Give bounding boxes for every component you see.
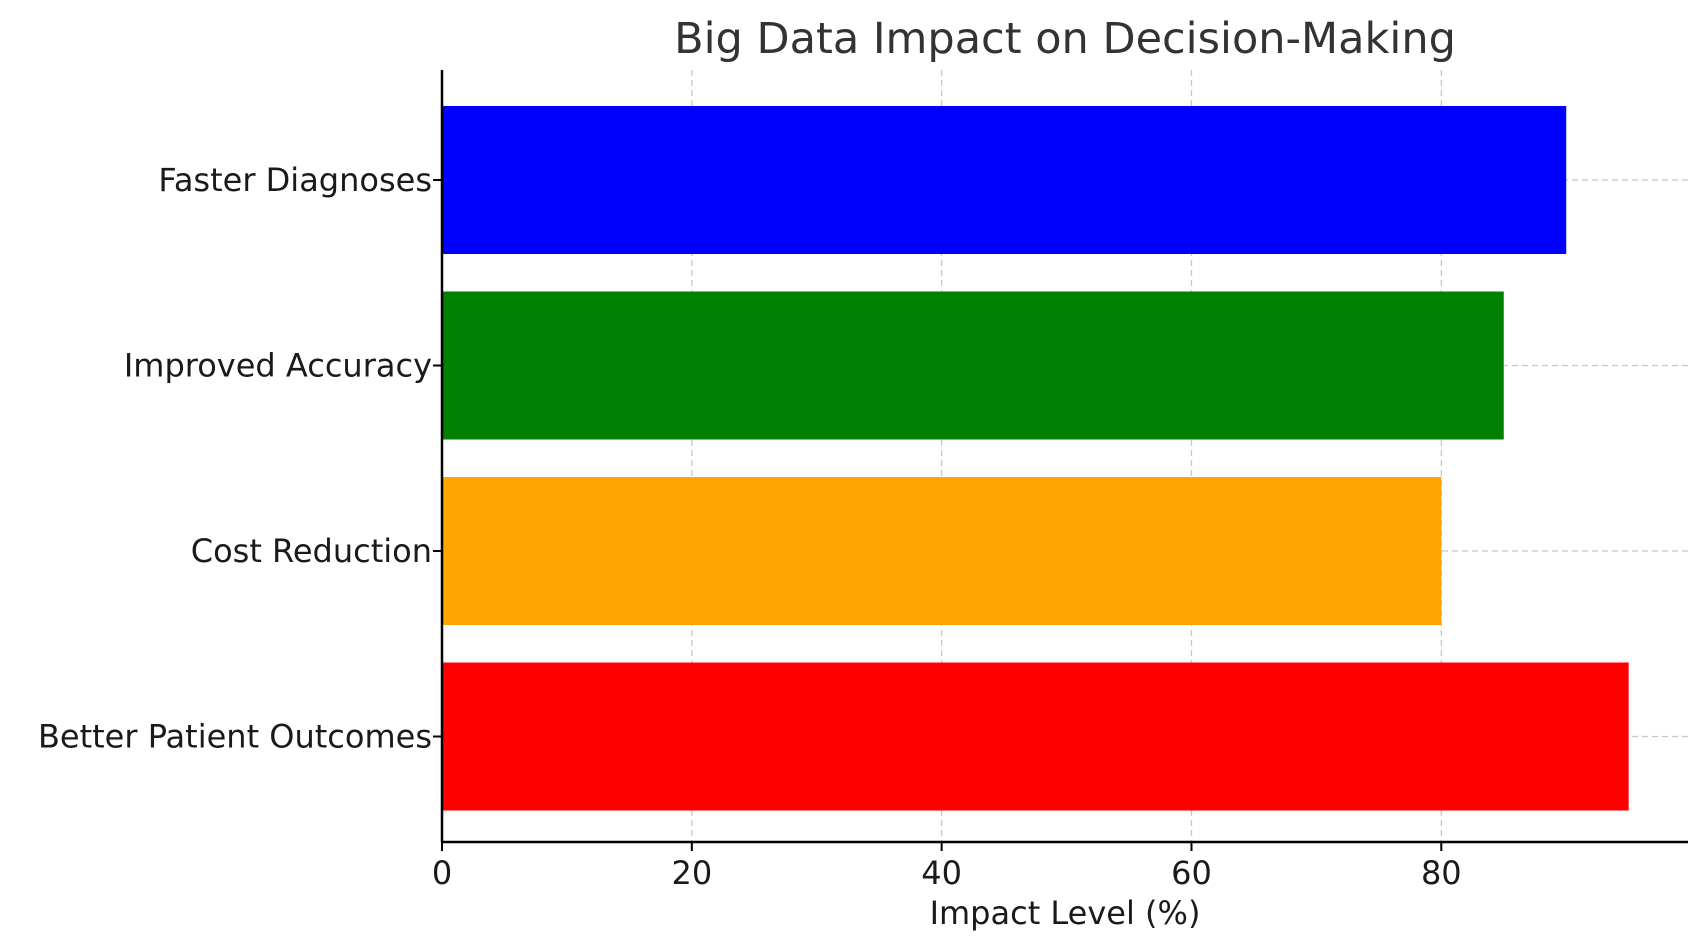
x-tick-label-0: 0 xyxy=(432,854,452,892)
x-axis-label: Impact Level (%) xyxy=(930,894,1201,932)
x-tick-label-40: 40 xyxy=(921,854,962,892)
x-tick-label-20: 20 xyxy=(671,854,712,892)
bar-cost-reduction xyxy=(442,477,1442,625)
category-label-faster-diagnoses: Faster Diagnoses xyxy=(158,161,432,199)
category-label-cost-reduction: Cost Reduction xyxy=(191,532,432,570)
chart-title: Big Data Impact on Decision-Making xyxy=(674,14,1456,64)
bar-faster-diagnoses xyxy=(442,106,1567,254)
category-labels: Faster Diagnoses Improved Accuracy Cost Re… xyxy=(38,161,432,756)
bar-better-patient-outcomes xyxy=(442,662,1629,811)
bars xyxy=(442,106,1629,811)
category-label-better-patient-outcomes: Better Patient Outcomes xyxy=(38,718,432,756)
x-tick-label-80: 80 xyxy=(1421,854,1462,892)
x-ticks: 0 20 40 60 80 xyxy=(432,179,1462,892)
axes xyxy=(440,70,1688,844)
bar-improved-accuracy xyxy=(442,291,1504,440)
x-tick-label-60: 60 xyxy=(1171,854,1212,892)
category-label-improved-accuracy: Improved Accuracy xyxy=(124,347,432,385)
